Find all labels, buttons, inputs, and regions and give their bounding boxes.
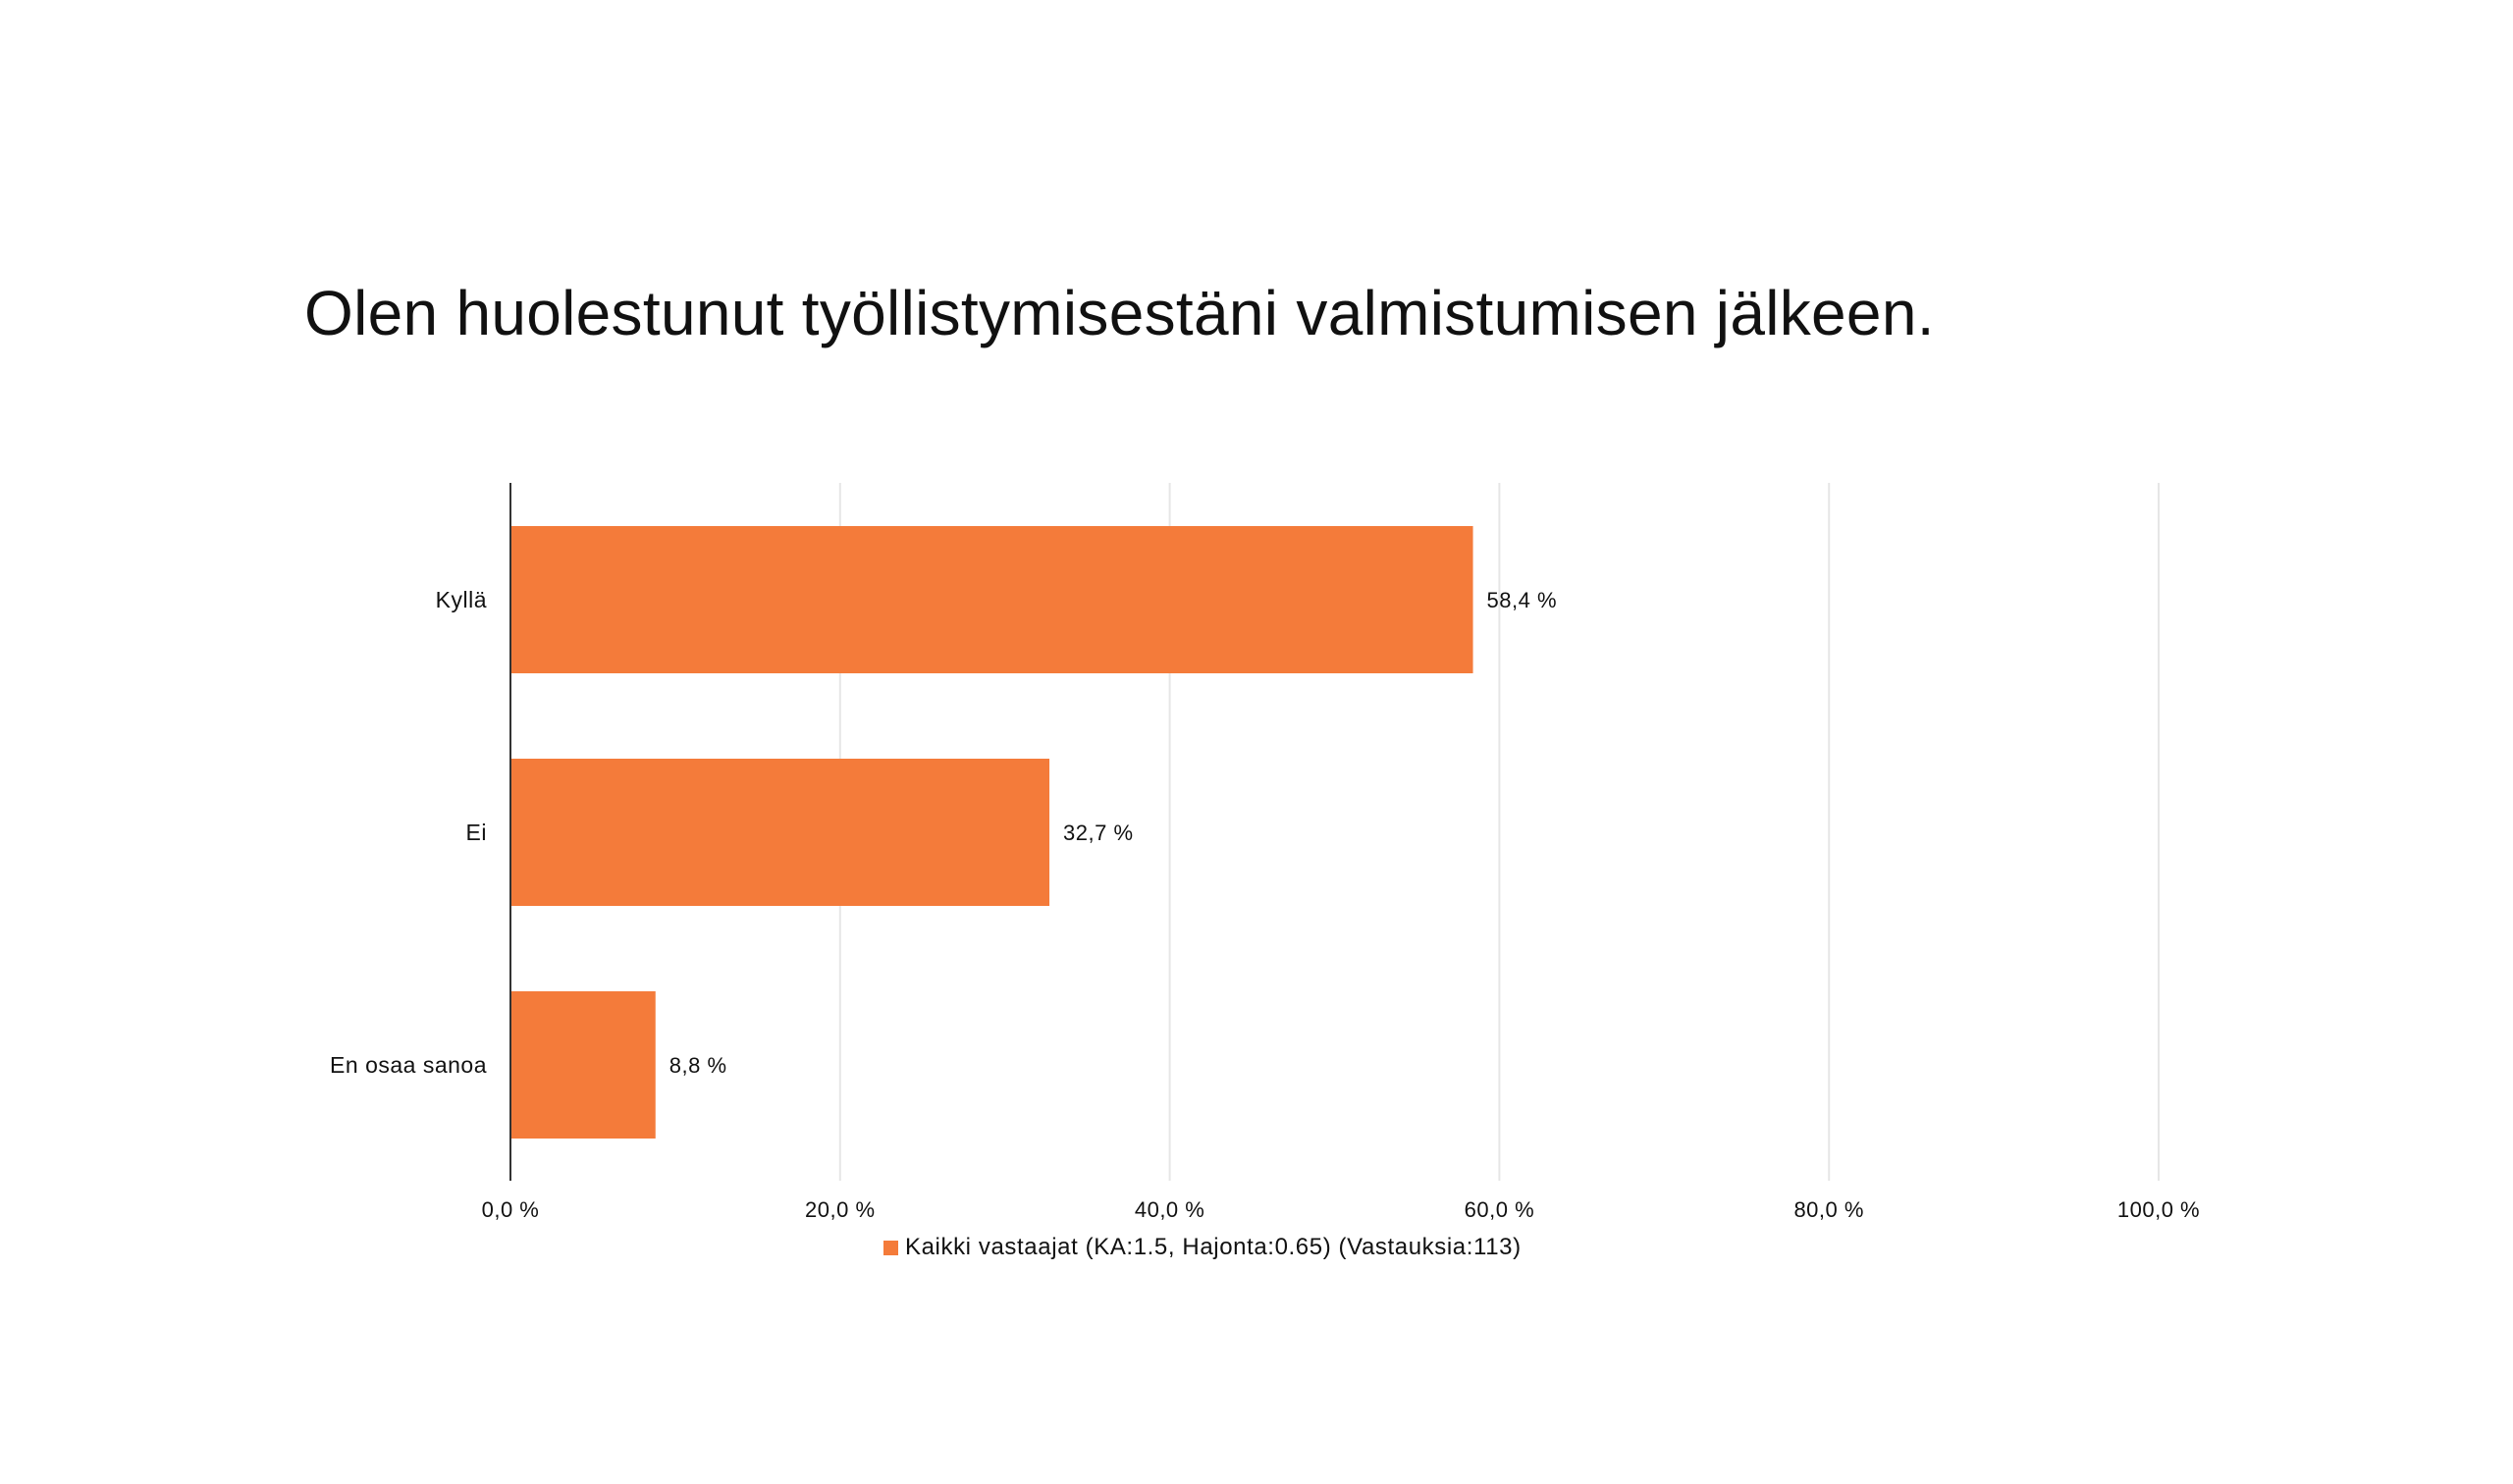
bar	[510, 991, 656, 1139]
x-tick-label: 80,0 %	[1793, 1197, 1864, 1222]
chart-title: Olen huolestunut työllistymisestäni valm…	[304, 278, 1935, 348]
data-label: 58,4 %	[1487, 588, 1558, 612]
y-category-label: En osaa sanoa	[330, 1052, 487, 1078]
x-tick-label: 0,0 %	[482, 1197, 540, 1222]
labels: 0,0 % 20,0 % 40,0 % 60,0 % 80,0 % 100,0 % Kyll…	[330, 587, 2200, 1222]
x-tick-label: 60,0 %	[1465, 1197, 1535, 1222]
data-label: 8,8 %	[669, 1053, 727, 1078]
x-tick-label: 20,0 %	[805, 1197, 876, 1222]
data-label: 32,7 %	[1063, 821, 1134, 845]
legend-label: Kaikki vastaajat (KA:1.5, Hajonta:0.65) …	[905, 1234, 1522, 1260]
x-tick-label: 40,0 %	[1135, 1197, 1205, 1222]
y-category-label: Kyllä	[436, 587, 487, 612]
legend: Kaikki vastaajat (KA:1.5, Hajonta:0.65) …	[883, 1234, 1522, 1261]
bars	[510, 526, 1473, 1139]
x-tick-label: 100,0 %	[2117, 1197, 2200, 1222]
y-category-label: Ei	[466, 820, 487, 845]
bar	[510, 526, 1473, 673]
legend-swatch	[883, 1240, 898, 1255]
bar	[510, 759, 1050, 906]
